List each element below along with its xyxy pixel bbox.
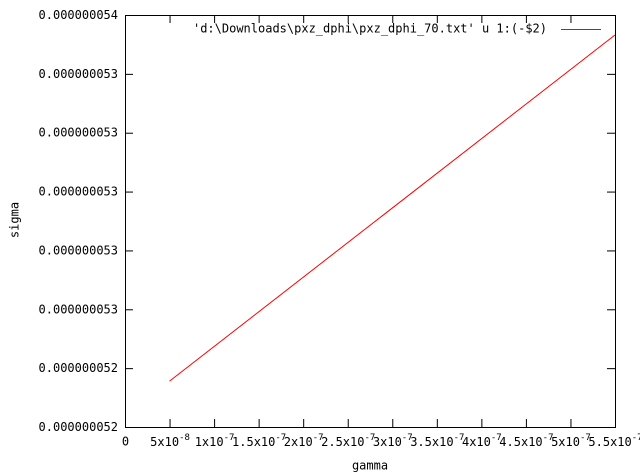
x-tick-label: 5.5x10-7 — [588, 433, 640, 449]
x-tick-label: 3x10-7 — [373, 433, 413, 449]
x-tick-label-exponent: -7 — [454, 433, 465, 443]
x-tick-label: 4x10-7 — [462, 433, 502, 449]
y-tick-label: 0.000000054 — [39, 8, 118, 22]
x-axis-label: gamma — [352, 459, 388, 473]
x-tick-label-exponent: -7 — [402, 433, 413, 443]
x-tick-label-exponent: -7 — [491, 433, 502, 443]
y-tick-label: 0.000000053 — [39, 185, 118, 199]
y-tick-label: 0.000000053 — [39, 302, 118, 316]
x-tick-label-base: 1.5x10 — [232, 435, 275, 449]
x-tick-label: 3.5x10-7 — [410, 433, 464, 449]
x-tick-label: 1x10-7 — [195, 433, 235, 449]
x-tick-label: 2.5x10-7 — [321, 433, 375, 449]
x-tick-label: 5x10-7 — [551, 433, 591, 449]
x-tick-label-base: 4.5x10 — [499, 435, 542, 449]
x-tick-label-base: 5.5x10 — [588, 435, 631, 449]
x-tick-label-exponent: -7 — [632, 433, 640, 443]
data-line — [169, 34, 616, 382]
x-tick-label: 5x10-8 — [150, 433, 190, 449]
legend-label: 'd:\Downloads\pxz_dphi\pxz_dphi_70.txt' … — [193, 22, 547, 36]
x-tick-label-exponent: -7 — [364, 433, 375, 443]
x-tick-label-base: 2x10 — [284, 435, 313, 449]
x-tick-label: 0 — [122, 435, 129, 449]
x-tick-label-exponent: -7 — [580, 433, 591, 443]
y-tick-label: 0.000000052 — [39, 361, 118, 375]
plot-frame — [125, 15, 616, 428]
y-tick-label: 0.000000052 — [39, 420, 118, 434]
x-tick-label: 4.5x10-7 — [499, 433, 553, 449]
x-tick-label-exponent: -7 — [313, 433, 324, 443]
x-tick-label-base: 1x10 — [195, 435, 224, 449]
y-tick-label: 0.000000053 — [39, 243, 118, 257]
x-tick-label-base: 3x10 — [373, 435, 402, 449]
x-tick-label-exponent: -7 — [275, 433, 286, 443]
x-tick-label: 1.5x10-7 — [232, 433, 286, 449]
x-tick-label-base: 5x10 — [551, 435, 580, 449]
x-tick-label-base: 5x10 — [150, 435, 179, 449]
x-tick-label: 2x10-7 — [284, 433, 324, 449]
x-tick-label-exponent: -7 — [224, 433, 235, 443]
x-tick-label-base: 4x10 — [462, 435, 491, 449]
y-axis-label: sigma — [8, 202, 22, 238]
y-tick-label: 0.000000053 — [39, 126, 118, 140]
x-tick-label-base: 3.5x10 — [410, 435, 453, 449]
x-tick-label-exponent: -8 — [179, 433, 190, 443]
y-tick-label: 0.000000053 — [39, 67, 118, 81]
x-tick-label-exponent: -7 — [543, 433, 554, 443]
x-tick-label-base: 2.5x10 — [321, 435, 364, 449]
